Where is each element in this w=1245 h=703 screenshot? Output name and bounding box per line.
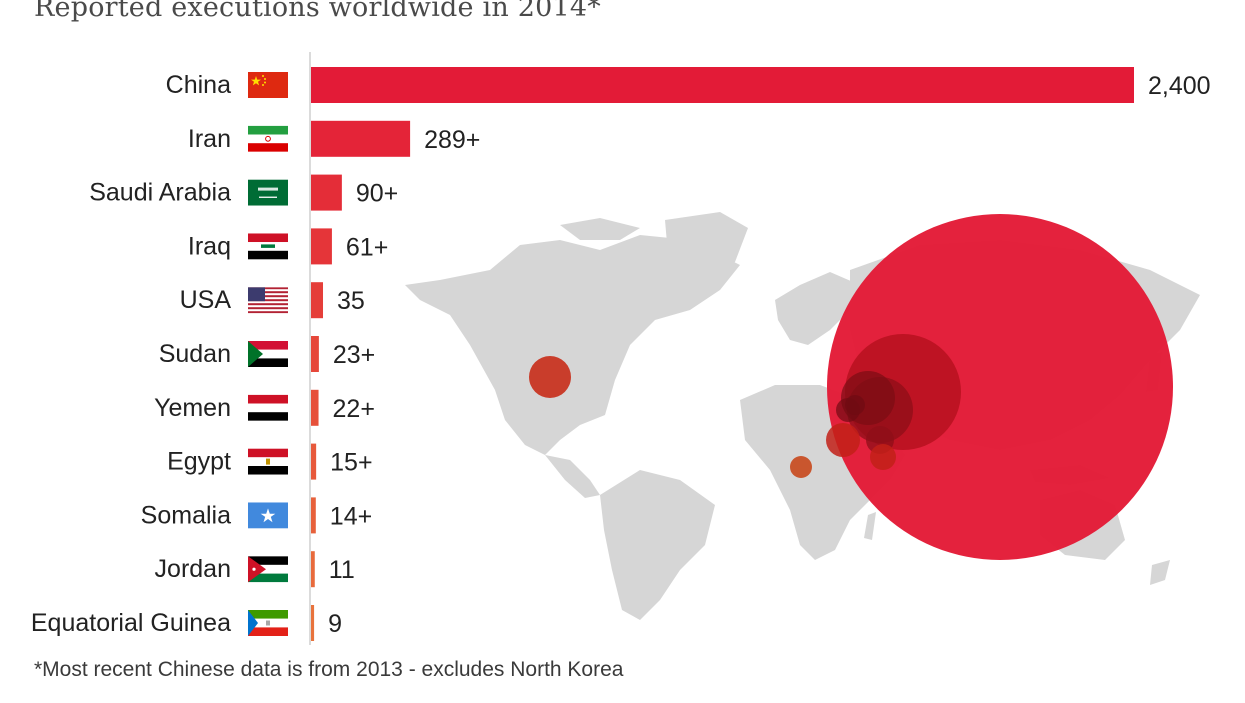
sudan-circle — [826, 423, 860, 457]
value-label-equatorial-guinea: 9 — [328, 610, 342, 638]
bar-china — [311, 67, 1134, 103]
jordan-flag-icon — [248, 556, 288, 583]
bar-iran — [311, 120, 411, 157]
country-label-egypt: Egypt — [167, 448, 231, 476]
value-label-china: 2,400 — [1148, 72, 1211, 100]
value-label-usa: 35 — [337, 287, 365, 315]
equatorial-guinea-flag-icon — [248, 610, 288, 636]
chart-title: Reported executions worldwide in 2014* — [34, 0, 601, 23]
country-label-equatorial-guinea: Equatorial Guinea — [31, 609, 231, 637]
somalia-circle — [870, 444, 896, 470]
iraq-flag-icon — [248, 233, 288, 260]
iran-flag-icon — [248, 125, 288, 152]
country-label-sudan: Sudan — [159, 340, 231, 368]
map-circles — [529, 214, 1173, 560]
bar-saudi-arabia — [311, 174, 342, 211]
bar-jordan — [311, 551, 315, 588]
country-label-iran: Iran — [188, 125, 231, 153]
bar-sudan — [311, 336, 319, 372]
bar-yemen — [311, 389, 319, 426]
bar-egypt — [311, 443, 317, 480]
yemen-flag-icon — [248, 394, 288, 421]
value-label-sudan: 23+ — [333, 341, 375, 369]
arctic-islands-shape — [560, 218, 640, 240]
country-label-iraq: Iraq — [188, 232, 231, 260]
central-america-shape — [545, 455, 600, 498]
bar-equatorial-guinea — [311, 605, 315, 641]
country-label-usa: USA — [180, 286, 232, 314]
somalia-flag-icon — [248, 502, 288, 529]
usa-flag-icon — [248, 287, 288, 314]
greenland-shape — [665, 212, 748, 295]
europe-shape — [775, 272, 860, 345]
saudi-arabia-flag-icon — [248, 179, 288, 206]
country-label-jordan: Jordan — [155, 555, 231, 583]
bar-usa — [311, 282, 324, 319]
equatorial-guinea-circle — [790, 456, 812, 478]
usa-circle — [529, 356, 571, 398]
footnote: *Most recent Chinese data is from 2013 -… — [34, 658, 624, 681]
north-america-shape — [405, 235, 740, 455]
bar-iraq — [311, 228, 332, 265]
value-label-iran: 289+ — [424, 126, 480, 154]
jordan-circle — [845, 395, 865, 415]
south-america-shape — [600, 470, 715, 620]
madagascar-shape — [864, 512, 876, 540]
country-label-china: China — [166, 71, 231, 99]
bar-somalia — [311, 497, 316, 534]
country-label-yemen: Yemen — [154, 394, 231, 422]
country-label-saudi-arabia: Saudi Arabia — [89, 179, 231, 207]
country-label-somalia: Somalia — [141, 501, 231, 529]
value-label-egypt: 15+ — [330, 449, 372, 477]
egypt-flag-icon — [248, 448, 288, 475]
value-label-saudi-arabia: 90+ — [356, 180, 398, 208]
value-label-yemen: 22+ — [333, 395, 375, 423]
china-circle — [827, 214, 1173, 560]
value-label-somalia: 14+ — [330, 502, 372, 530]
china-flag-icon — [248, 72, 288, 98]
sudan-flag-icon — [248, 341, 288, 367]
value-label-iraq: 61+ — [346, 233, 388, 261]
value-label-jordan: 11 — [329, 556, 355, 584]
new-zealand-shape — [1150, 560, 1170, 585]
